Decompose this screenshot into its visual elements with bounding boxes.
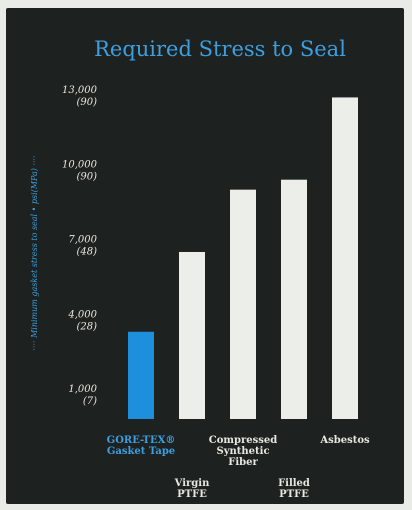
x-tick-label: Virgin xyxy=(174,478,210,489)
y-tick-sublabel: (7) xyxy=(83,396,97,407)
x-tick-label: Gasket Tape xyxy=(107,446,175,457)
bar-0 xyxy=(128,331,154,419)
y-tick-label: 1,000 xyxy=(68,384,97,395)
y-axis-label: ···· Minimum gasket stress to seal • psi… xyxy=(30,155,39,350)
y-tick-sublabel: (90) xyxy=(76,172,97,183)
chart-title: Required Stress to Seal xyxy=(94,37,346,61)
x-tick-label: PTFE xyxy=(279,489,309,500)
bar-1 xyxy=(179,251,205,419)
y-tick-label: 7,000 xyxy=(68,235,97,246)
chart-frame: Required Stress to Seal ···· Minimum gas… xyxy=(6,8,404,504)
x-tick-labels: GORE-TEX®Gasket TapeVirginPTFECompressed… xyxy=(107,435,370,500)
x-tick-label: GORE-TEX® xyxy=(107,435,176,446)
x-tick-label: Compressed xyxy=(209,435,277,446)
x-tick-label: Fiber xyxy=(228,457,258,468)
bars xyxy=(128,97,358,420)
x-tick-label: PTFE xyxy=(177,489,207,500)
bar-4 xyxy=(332,97,358,420)
y-tick-sublabel: (90) xyxy=(76,97,97,108)
x-tick-label: Filled xyxy=(278,478,310,489)
y-tick-label: 13,000 xyxy=(62,85,98,96)
bar-3 xyxy=(281,179,307,419)
bar-chart: Required Stress to Seal ···· Minimum gas… xyxy=(30,37,370,500)
bar-2 xyxy=(230,189,256,419)
y-tick-label: 10,000 xyxy=(62,160,98,171)
y-tick-label: 4,000 xyxy=(67,309,97,320)
y-tick-sublabel: (28) xyxy=(76,321,97,332)
y-tick-sublabel: (48) xyxy=(76,247,97,258)
x-tick-label: Synthetic xyxy=(216,446,269,457)
y-tick-labels: 1,000(7)4,000(28)7,000(48)10,000(90)13,0… xyxy=(62,85,98,407)
x-tick-label: Asbestos xyxy=(319,435,370,446)
